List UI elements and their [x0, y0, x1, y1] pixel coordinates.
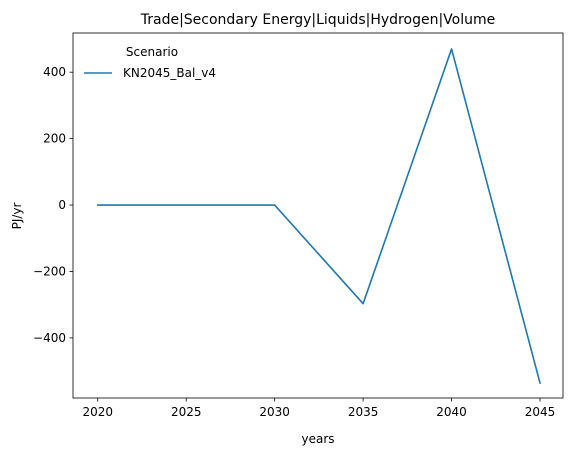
y-tick-label: −200: [33, 264, 66, 278]
x-axis-label: years: [301, 432, 334, 446]
y-axis: −400 −200 0 200 400: [33, 65, 73, 345]
x-tick-label: 2020: [82, 405, 113, 419]
series-layer: [96, 48, 541, 385]
legend-label: KN2045_Bal_v4: [123, 66, 216, 80]
legend: Scenario KN2045_Bal_v4: [84, 45, 216, 80]
x-tick-label: 2035: [348, 405, 379, 419]
x-tick-label: 2025: [171, 405, 202, 419]
x-axis: 2020 2025 2030 2035 2040 2045: [82, 398, 555, 419]
plot-area: 2020 2025 2030 2035 2040 2045 −400 −200 0 200 400: [33, 32, 564, 419]
legend-title: Scenario: [126, 45, 178, 59]
plot-frame: [72, 32, 564, 399]
x-tick-label: 2030: [259, 405, 290, 419]
x-tick-label: 2045: [525, 405, 556, 419]
x-tick-label: 2040: [436, 405, 467, 419]
y-tick-label: −400: [33, 331, 66, 345]
chart-title: Trade|Secondary Energy|Liquids|Hydrogen|…: [140, 12, 495, 28]
y-tick-label: 0: [58, 198, 66, 212]
y-tick-label: 200: [43, 132, 66, 146]
series-line: [96, 48, 541, 385]
y-tick-label: 400: [43, 65, 66, 79]
y-axis-label: PJ/yr: [10, 203, 24, 230]
